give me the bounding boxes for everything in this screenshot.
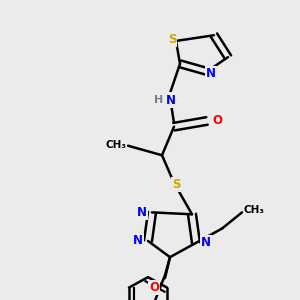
Text: CH₃: CH₃ — [244, 206, 265, 215]
Text: CH₃: CH₃ — [105, 140, 126, 150]
Text: S: S — [172, 178, 180, 191]
Text: N: N — [133, 235, 143, 248]
Text: N: N — [166, 94, 176, 106]
Text: S: S — [168, 32, 176, 46]
Text: O: O — [149, 281, 159, 294]
Text: N: N — [137, 206, 147, 219]
Text: O: O — [212, 115, 222, 128]
Text: H: H — [154, 95, 164, 105]
Text: N: N — [206, 67, 216, 80]
Text: N: N — [201, 236, 211, 249]
